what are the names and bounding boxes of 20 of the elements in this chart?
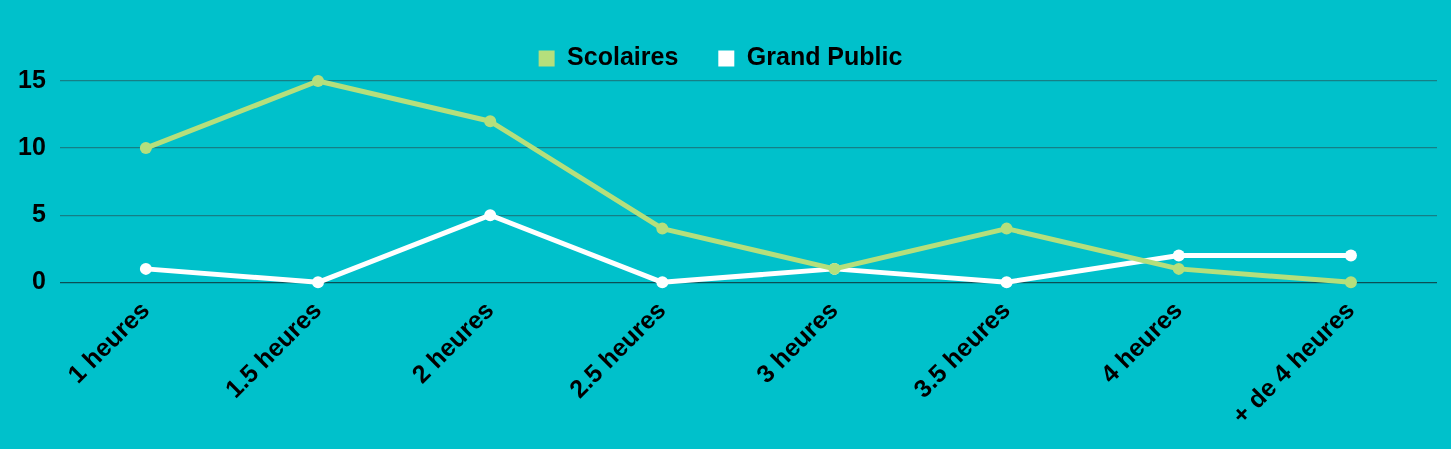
legend-label: Grand Public [746,42,903,71]
point [139,142,152,155]
point [484,209,497,222]
point [1344,249,1357,262]
point [656,222,669,235]
point [312,75,325,87]
y-tick-label: 5 [31,199,46,228]
point [139,262,152,275]
point [1172,262,1185,275]
point [484,115,497,128]
point [656,276,669,289]
y-tick-label: 15 [18,64,46,93]
legend-label: Scolaires [567,42,679,71]
point [1344,276,1357,289]
point [1000,222,1013,235]
point [312,276,325,289]
point [1000,276,1013,289]
y-tick-label: 0 [31,266,46,295]
y-tick-label: 10 [18,131,46,160]
point [1172,249,1185,262]
